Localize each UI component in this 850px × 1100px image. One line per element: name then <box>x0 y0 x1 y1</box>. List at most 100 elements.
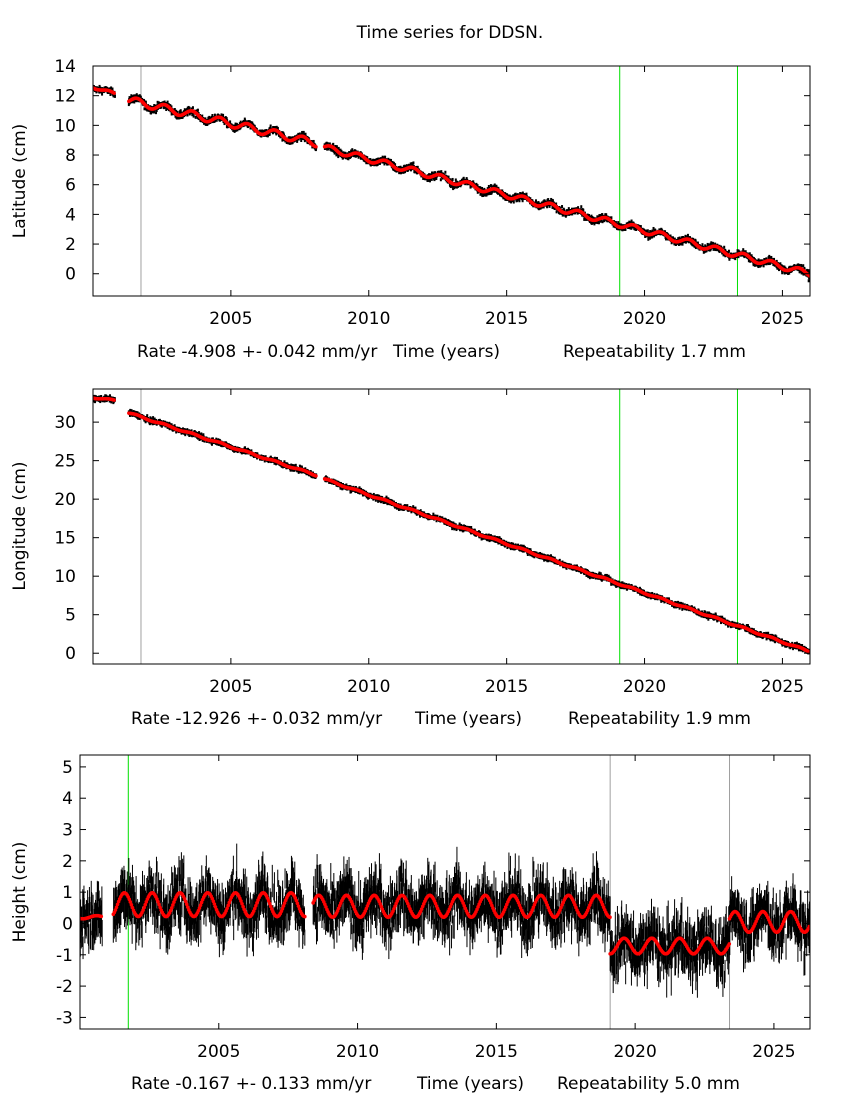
data-point <box>649 230 652 234</box>
data-point <box>633 227 636 231</box>
data-point <box>166 100 169 104</box>
data-point <box>525 192 528 196</box>
data-point <box>712 242 715 246</box>
data-point <box>244 446 247 450</box>
data-point <box>767 262 770 266</box>
data-point <box>359 156 362 160</box>
data-point <box>249 126 252 130</box>
data-point <box>612 224 615 228</box>
data-point <box>314 148 317 152</box>
data-point <box>190 429 193 433</box>
data-point <box>264 455 267 459</box>
data-point <box>630 219 633 223</box>
data-point <box>300 137 303 141</box>
data-point <box>501 189 504 193</box>
data-point <box>516 193 519 197</box>
data-point <box>347 157 350 161</box>
data-point <box>251 121 254 125</box>
data-point <box>272 126 275 130</box>
data-point <box>111 87 114 91</box>
data-point <box>133 410 136 414</box>
data-point <box>312 475 315 479</box>
data-point <box>751 256 754 260</box>
data-point <box>135 93 138 97</box>
data-point <box>757 258 760 262</box>
data-point <box>688 236 691 240</box>
data-point <box>137 415 140 419</box>
data-point <box>451 185 454 189</box>
data-point <box>728 257 731 261</box>
data-point <box>333 151 336 155</box>
data-point <box>444 170 447 174</box>
data-point <box>587 214 590 218</box>
fit-point <box>112 91 116 95</box>
data-point <box>571 212 574 216</box>
data-point <box>194 115 197 119</box>
fit-point <box>314 144 318 149</box>
data-point <box>276 126 279 130</box>
data-point <box>186 113 189 117</box>
y-tick-label: 8 <box>65 146 76 166</box>
y-tick-label: 10 <box>54 116 76 136</box>
data-point <box>186 428 189 432</box>
data-point <box>744 250 747 254</box>
data-point <box>597 221 600 225</box>
data-point <box>139 95 142 99</box>
data-point <box>269 455 272 459</box>
data-point <box>326 142 329 146</box>
data-point <box>714 248 717 252</box>
data-point <box>411 162 414 166</box>
data-point <box>384 155 387 159</box>
data-point <box>558 211 561 215</box>
data-point <box>592 216 595 220</box>
data-point <box>381 155 384 159</box>
data-point <box>564 214 567 218</box>
data-point <box>645 229 648 233</box>
data-point <box>217 438 220 442</box>
data-point <box>113 94 116 98</box>
data-point <box>269 124 272 128</box>
data-point <box>273 461 276 465</box>
data-point <box>350 490 353 494</box>
data-point <box>252 123 255 127</box>
data-point <box>431 171 434 175</box>
data-point <box>548 204 551 208</box>
data-point <box>519 192 522 196</box>
data-point <box>188 106 191 110</box>
data-point <box>328 142 331 146</box>
rate-label: Rate -12.926 +- 0.032 mm/yr <box>131 709 382 729</box>
data-point <box>430 177 433 181</box>
data-point <box>737 255 740 259</box>
data-point <box>522 193 525 197</box>
data-point <box>153 417 156 421</box>
data-point <box>462 176 465 180</box>
data-point <box>99 400 102 404</box>
data-point <box>569 212 572 216</box>
data-point <box>644 234 647 238</box>
panel-longitude: Longitude (cm) Rate -12.926 +- 0.032 mm/… <box>10 388 811 729</box>
data-point <box>304 467 307 471</box>
data-point <box>372 492 375 496</box>
data-point <box>215 118 218 122</box>
data-point <box>290 463 293 467</box>
data-point <box>173 108 176 112</box>
data-point <box>366 156 369 160</box>
data-point <box>723 245 726 249</box>
data-point <box>600 218 603 222</box>
data-point <box>414 169 417 173</box>
data-point <box>369 163 372 167</box>
data-point <box>712 247 715 251</box>
data-point <box>232 448 235 452</box>
data-point <box>350 149 353 153</box>
y-tick-label: 14 <box>54 57 76 77</box>
data-point <box>239 120 242 124</box>
data-point <box>576 211 579 215</box>
data-point <box>404 170 407 174</box>
data-point <box>778 268 781 272</box>
data-point <box>287 141 290 145</box>
data-point <box>256 456 259 460</box>
data-point <box>616 227 619 231</box>
data-point <box>297 137 300 141</box>
data-point <box>158 418 161 422</box>
data-point <box>440 170 443 174</box>
